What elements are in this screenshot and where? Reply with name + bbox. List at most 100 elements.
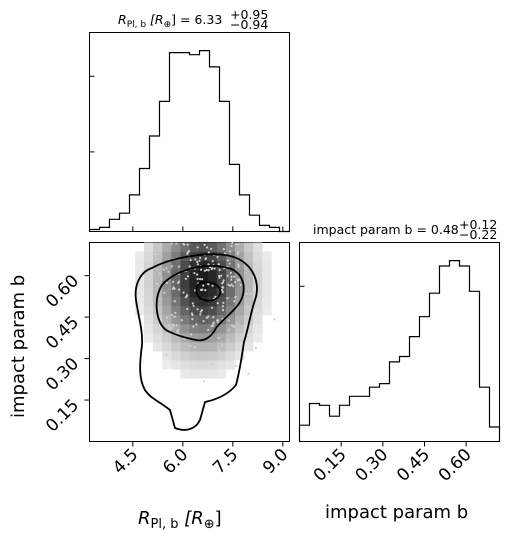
hist-b-frame [299,242,500,442]
title-R-symbol: R [118,12,127,27]
title-R-sub: Pl, b [127,20,147,30]
ylabel-b: impact param b [8,275,29,418]
scatter-point [222,301,225,304]
density-cell [135,278,145,289]
density-cell [225,296,236,307]
density-cell [162,260,172,270]
density-cell [207,305,218,316]
density-cell [153,333,163,343]
density-cell [144,305,154,316]
scatter-point [214,353,217,356]
scatter-point [218,349,221,352]
density-cell [207,342,218,352]
scatter-point [196,308,199,311]
density-cell [216,360,227,370]
density-cell [244,323,254,334]
xlabel-R-sub: Pl, b [151,517,179,532]
scatter-point [186,307,189,311]
density-cell [207,242,218,252]
density-cell [162,351,172,361]
scatter-point [232,285,235,288]
scatter-point [216,302,219,305]
scatter-point [226,259,229,262]
scatter-point [165,267,168,270]
scatter-point [217,353,220,357]
scatter-point [254,346,258,350]
title-R-unit-close: ] [171,12,176,27]
density-cell [153,251,163,261]
scatter-point [218,276,221,279]
xtick-label-b: 0.30 [351,445,392,486]
ytick-label-b: 0.60 [42,271,83,312]
scatter-point [198,259,201,262]
density-cell [171,278,181,289]
density-cell [225,287,236,298]
density-cell [253,314,263,325]
scatter-point [229,284,232,287]
density-cell [153,323,163,334]
scatter-point [172,280,175,283]
density-cell [216,314,227,325]
scatter-point [239,284,242,287]
density-cell [198,360,209,370]
scatter-point [195,323,198,326]
scatter-point [178,288,181,291]
density-cell [153,269,163,279]
scatter-point [196,273,199,276]
density-cell [198,287,209,298]
density-cell [198,296,209,307]
scatter-point [211,260,214,263]
scatter-point [228,262,231,265]
scatter-point [174,311,177,314]
density-cell [235,260,245,270]
scatter-point [176,328,179,332]
density-cell [244,314,254,325]
density-cell [244,260,254,270]
scatter-point [202,284,205,287]
density-cell [225,323,236,334]
density-cell [171,333,181,343]
xlabel-b: impact param b [325,502,468,523]
density-cell [189,351,199,361]
density-cell [244,342,254,352]
density-cell [198,251,209,261]
scatter-point [230,278,233,281]
density-cell [216,351,227,361]
density-cell [144,323,154,334]
xlabel-R-unit-sub: ⊕ [204,517,215,532]
scatter-point [233,300,236,303]
scatter-point [147,284,150,287]
density-cell [216,369,227,379]
scatter-point [173,315,176,318]
scatter-point [210,247,213,250]
density-cell [189,323,199,334]
scatter-point [193,345,196,349]
scatter-point [227,328,230,331]
density-cell [180,278,190,289]
scatter-point [203,243,206,246]
density-cell [144,314,154,325]
density-cell [253,278,263,289]
density-cell [225,314,236,325]
density-cell [253,296,263,307]
scatter-point [217,263,220,266]
scatter-point [237,338,240,341]
density-cell [207,314,218,325]
density-cell [253,251,263,261]
scatter-point [216,255,219,259]
scatter-point [170,265,173,268]
scatter-point [221,289,224,292]
scatter-point [207,263,210,266]
contour-middle [155,265,245,342]
scatter-point [216,319,219,322]
density-cell [253,269,263,279]
density-cell [153,314,163,325]
scatter-point [182,242,185,245]
axis-ticks [84,75,467,447]
density-cell [235,305,245,316]
density-cell [144,333,154,343]
scatter-point [152,306,155,309]
scatter-point [191,318,194,321]
density-cell [253,287,263,298]
scatter-point [199,256,202,259]
